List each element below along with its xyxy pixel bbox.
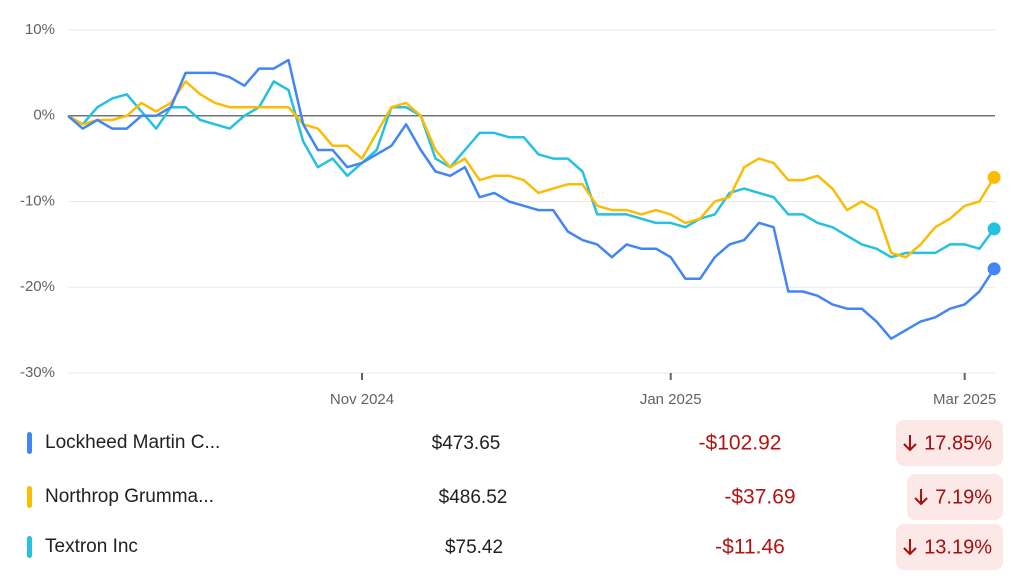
legend-swatch xyxy=(27,536,32,558)
series-line xyxy=(67,80,996,259)
change-badge xyxy=(907,474,1003,520)
y-tick-label: 0% xyxy=(33,107,55,124)
x-tick-label: Jan 2025 xyxy=(640,391,702,408)
change-percent: 17.85% xyxy=(924,432,992,454)
down-arrow-icon xyxy=(903,539,917,556)
end-point xyxy=(987,222,1001,236)
y-tick-label: -20% xyxy=(20,278,55,295)
y-tick-label: -30% xyxy=(20,364,55,381)
table-row: Textron Inc $75.42 -$11.46 13.19% xyxy=(27,524,1003,570)
end-point xyxy=(987,170,1001,184)
x-tick-label: Mar 2025 xyxy=(933,391,996,408)
end-point xyxy=(987,262,1001,276)
price: $75.42 xyxy=(445,537,503,558)
table-row: Lockheed Martin C... $473.65 -$102.92 17.85… xyxy=(27,420,1003,466)
change-badge xyxy=(895,420,1003,466)
change: -$37.69 xyxy=(724,486,795,509)
x-tick-label: Nov 2024 xyxy=(330,391,394,408)
series-name: Textron Inc xyxy=(45,536,138,557)
price: $486.52 xyxy=(439,487,508,508)
change: -$102.92 xyxy=(699,432,782,455)
down-arrow-icon xyxy=(903,435,917,452)
y-tick-label: 10% xyxy=(25,21,55,38)
change-percent: 7.19% xyxy=(935,486,992,508)
down-arrow-icon xyxy=(914,489,928,506)
series-line xyxy=(67,58,996,340)
series-line xyxy=(67,80,996,259)
legend-swatch xyxy=(27,486,32,508)
y-tick-label: -10% xyxy=(20,192,55,209)
change: -$11.46 xyxy=(715,536,785,559)
legend-swatch xyxy=(27,432,32,454)
price: $473.65 xyxy=(432,433,501,454)
change-percent: 13.19% xyxy=(924,536,992,558)
series-name: Lockheed Martin C... xyxy=(45,432,220,453)
table-row: Northrop Grumma... $486.52 -$37.69 7.19% xyxy=(27,474,1003,520)
series-name: Northrop Grumma... xyxy=(45,486,214,507)
change-badge xyxy=(895,524,1003,570)
